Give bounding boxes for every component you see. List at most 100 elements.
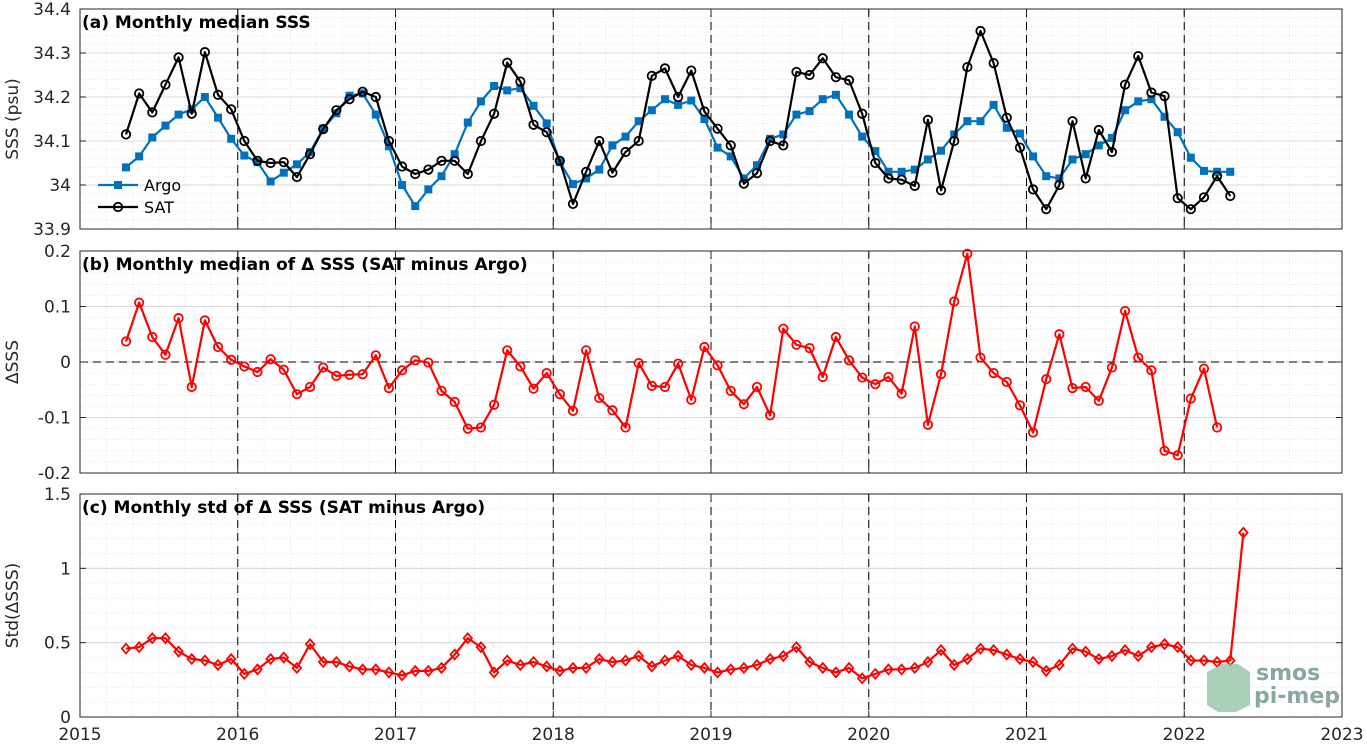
data-point <box>909 180 920 191</box>
data-point <box>212 341 224 353</box>
data-point <box>186 108 197 119</box>
data-point <box>646 380 657 391</box>
data-point <box>292 160 301 169</box>
data-point <box>383 135 395 147</box>
data-point <box>528 655 539 669</box>
data-point <box>278 157 289 168</box>
data-point <box>554 664 566 678</box>
data-point <box>370 91 381 103</box>
data-point <box>594 392 605 404</box>
data-point <box>449 155 460 166</box>
data-point <box>830 666 842 679</box>
data-point <box>937 146 946 155</box>
data-point <box>1133 352 1144 363</box>
data-point <box>633 358 644 369</box>
data-point <box>935 369 947 380</box>
x-tick-label: 2017 <box>374 725 417 745</box>
legend-marker <box>114 181 122 189</box>
data-point <box>922 655 934 669</box>
legend-label: Argo <box>144 176 181 195</box>
data-point <box>1040 664 1052 678</box>
data-point <box>490 82 499 90</box>
data-point <box>462 423 473 434</box>
data-point <box>186 652 198 666</box>
data-point <box>817 661 829 675</box>
data-point <box>765 135 776 147</box>
data-point <box>1212 422 1223 433</box>
data-point <box>779 130 788 139</box>
data-point <box>239 361 250 372</box>
data-point <box>777 649 789 663</box>
data-point <box>411 202 420 211</box>
data-point <box>883 371 894 383</box>
x-tick-label: 2020 <box>847 725 890 745</box>
data-point <box>317 655 329 669</box>
data-point <box>712 360 723 371</box>
data-point <box>792 110 801 119</box>
data-point <box>804 655 815 669</box>
data-point <box>673 358 684 369</box>
data-point <box>1159 445 1170 456</box>
data-point <box>962 248 973 259</box>
data-point <box>278 651 290 664</box>
data-point <box>778 140 789 151</box>
data-point <box>975 352 986 363</box>
data-point <box>423 357 434 368</box>
x-tick-label: 2019 <box>689 725 732 745</box>
data-point <box>225 652 237 666</box>
y-tick-label: 33.9 <box>33 220 71 240</box>
data-point <box>265 157 276 169</box>
data-point <box>212 89 224 100</box>
data-point <box>884 167 893 176</box>
data-point <box>673 91 684 103</box>
data-point <box>514 658 526 672</box>
data-point <box>646 70 657 81</box>
data-point <box>1198 192 1210 203</box>
data-point <box>396 365 408 376</box>
data-point <box>1054 329 1065 340</box>
data-point <box>424 185 433 194</box>
data-point <box>1014 142 1026 153</box>
y-tick-label: 34.4 <box>33 0 71 20</box>
data-point <box>659 63 671 74</box>
data-point <box>1146 365 1157 376</box>
y-tick-label: 34.3 <box>33 44 71 64</box>
data-point <box>344 660 355 673</box>
data-point <box>909 321 920 332</box>
data-point <box>1134 97 1143 106</box>
data-point <box>791 66 802 78</box>
data-point <box>830 72 841 83</box>
data-point <box>738 178 749 189</box>
data-point <box>949 135 960 147</box>
data-point <box>291 389 303 400</box>
data-point <box>660 95 669 104</box>
logo-mark-inner <box>1215 668 1246 707</box>
data-point <box>594 135 605 147</box>
data-point <box>1027 184 1039 195</box>
data-point <box>554 389 565 400</box>
x-tick-label: 2015 <box>58 725 101 745</box>
data-point <box>870 157 881 169</box>
data-point <box>120 642 132 655</box>
data-point <box>1225 190 1236 202</box>
data-point <box>975 25 986 37</box>
data-point <box>567 661 579 675</box>
data-point <box>278 364 289 375</box>
data-point <box>620 654 631 667</box>
data-point <box>449 648 461 661</box>
data-point <box>318 124 329 135</box>
data-point <box>173 52 184 63</box>
data-point <box>252 366 263 378</box>
data-point <box>200 93 209 101</box>
data-point <box>581 166 592 177</box>
y-tick-label: 34.1 <box>33 132 71 152</box>
data-point <box>830 331 841 343</box>
data-point <box>633 135 644 147</box>
data-point <box>331 370 342 381</box>
data-point <box>488 108 500 119</box>
data-point <box>1199 166 1208 175</box>
data-point <box>449 396 460 408</box>
data-point <box>699 106 710 117</box>
data-point <box>541 660 553 673</box>
